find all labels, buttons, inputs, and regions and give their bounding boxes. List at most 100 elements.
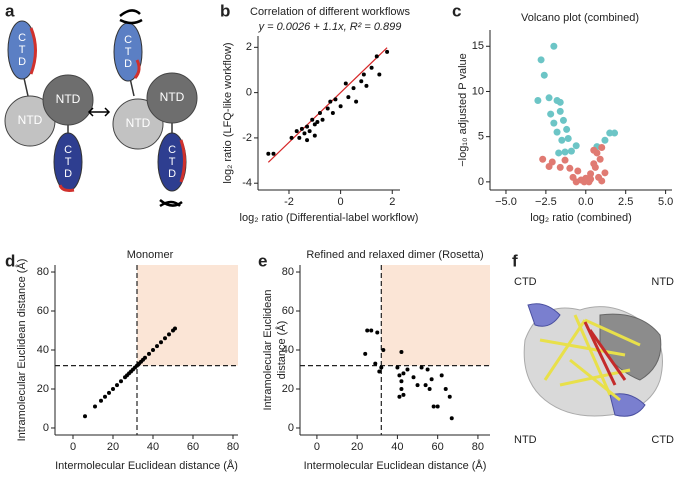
point <box>328 99 333 104</box>
y-tick-label: -2 <box>242 132 252 144</box>
point <box>312 133 317 138</box>
domain-label: NTD <box>514 434 537 446</box>
chart-title: Correlation of different workflows <box>250 6 410 18</box>
panel-label: f <box>512 251 518 270</box>
highlight-region <box>381 265 490 366</box>
domain-label: CTD <box>62 144 74 180</box>
y-tick-label: 10 <box>472 85 484 97</box>
y-tick-label: 20 <box>282 383 294 395</box>
x-tick-label: 0 <box>338 196 344 208</box>
x-tick-label: 0 <box>70 441 76 453</box>
point <box>312 122 317 127</box>
domain-label: CTD <box>166 144 178 180</box>
point <box>550 119 558 127</box>
y-tick-label: 2 <box>246 41 252 53</box>
y-axis-label: −log₁₀ adjusted P value <box>457 53 469 167</box>
point <box>369 65 374 70</box>
domain-label: NTD <box>651 276 674 288</box>
point <box>346 95 351 100</box>
y-tick-label: 80 <box>282 266 294 278</box>
point <box>399 349 404 354</box>
point <box>338 104 343 109</box>
point <box>405 367 410 372</box>
point <box>606 129 614 137</box>
x-axis-label: Intermolecular Euclidean distance (Å) <box>55 459 238 472</box>
point <box>320 117 325 122</box>
point <box>107 390 111 395</box>
point <box>567 147 575 155</box>
x-tick-label: 5.0 <box>658 196 673 208</box>
point <box>361 72 366 77</box>
x-tick-label: 80 <box>227 441 239 453</box>
point <box>558 136 566 144</box>
point <box>598 177 606 185</box>
point <box>545 94 553 102</box>
point <box>317 111 322 115</box>
point <box>395 365 400 370</box>
point <box>598 144 606 152</box>
y-tick-label: 80 <box>37 266 49 278</box>
domain-label: NTD <box>18 113 43 127</box>
point <box>574 167 582 175</box>
point <box>423 383 428 388</box>
y-tick-label: 0 <box>246 87 252 99</box>
point <box>561 156 569 164</box>
point <box>591 163 599 171</box>
chart-title: Refined and relaxed dimer (Rosetta) <box>306 249 483 261</box>
point <box>151 348 155 352</box>
point <box>333 97 338 102</box>
x-tick-label: −2.5 <box>535 196 557 208</box>
point <box>364 83 369 88</box>
point <box>302 131 307 136</box>
point <box>315 120 320 125</box>
point <box>548 158 556 166</box>
x-tick-label: 20 <box>351 441 363 453</box>
point <box>435 404 440 409</box>
point <box>553 128 561 136</box>
point <box>429 377 434 382</box>
domain-label: CTD <box>16 32 28 68</box>
y-axis-label: log₂ ratio (LFQ-like workflow) <box>222 42 234 183</box>
point <box>401 392 406 397</box>
point <box>271 151 276 156</box>
point <box>93 404 97 409</box>
x-tick-label: 40 <box>391 441 403 453</box>
point <box>363 351 368 356</box>
point <box>587 175 595 183</box>
point <box>397 373 402 378</box>
point <box>294 129 299 134</box>
x-tick-label: 20 <box>107 441 119 453</box>
domain-label: CTD <box>122 34 134 70</box>
point <box>115 383 119 388</box>
domain-label: NTD <box>126 116 151 130</box>
structure-f: CTD NTD NTD CTD <box>514 276 674 446</box>
point <box>381 348 386 352</box>
point <box>563 125 571 133</box>
y-tick-label: 60 <box>37 305 49 317</box>
point <box>99 398 103 403</box>
point <box>397 394 402 399</box>
point <box>374 54 379 59</box>
diagram-a: CTD NTD NTD CTD CTD NTD NTD CTD <box>4 9 198 208</box>
y-axis-label: Intramolecular Euclidean distance (Å) <box>15 259 28 442</box>
point <box>307 129 312 134</box>
ntd-domain <box>42 74 94 126</box>
domain-label: NTD <box>56 92 81 106</box>
y-tick-label: 0 <box>43 422 49 434</box>
point <box>427 386 432 391</box>
x-axis-label: Intermolecular Euclidean distance (Å) <box>304 459 487 472</box>
point <box>111 386 115 391</box>
y-tick-label: 20 <box>37 383 49 395</box>
point <box>415 383 420 388</box>
point <box>550 42 558 50</box>
x-tick-label: 0.0 <box>578 196 593 208</box>
x-tick-label: 2.5 <box>618 196 633 208</box>
y-tick-label: 15 <box>472 40 484 52</box>
point <box>354 99 359 104</box>
point <box>289 135 294 140</box>
point <box>385 49 390 54</box>
x-tick-label: 60 <box>432 441 444 453</box>
ntd-domain <box>146 72 198 124</box>
x-axis-label: log₂ ratio (combined) <box>530 212 631 224</box>
x-tick-label: -2 <box>284 196 294 208</box>
